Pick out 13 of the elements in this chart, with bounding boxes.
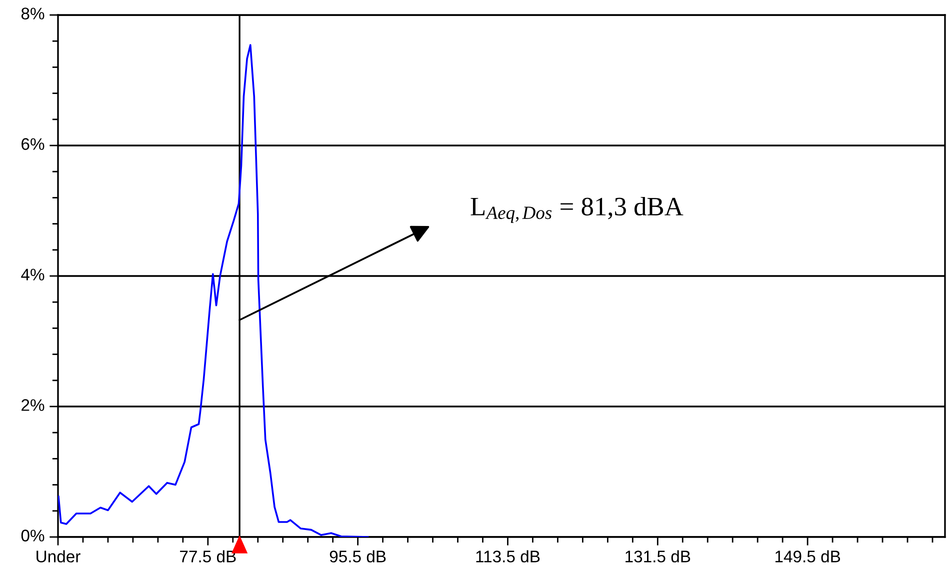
line-series [58, 44, 369, 537]
x-tick-label: 77.5 dB [180, 550, 236, 562]
y-tick-label: 8% [21, 8, 44, 20]
y-tick-label: 4% [21, 268, 44, 280]
x-tick-label: 131.5 dB [626, 550, 690, 562]
x-tick-label: 149.5 dB [775, 550, 840, 562]
annotation: L$_{Aeq,Dos}$ = 81,3 dBA [470, 196, 684, 223]
y-tick-label: 6% [22, 138, 44, 150]
x-tick-label: Under [36, 550, 80, 562]
y-tick-label: 2% [22, 399, 44, 411]
x-tick-label: 95.5 dB [330, 550, 386, 562]
y-tick-label: 0% [21, 530, 44, 542]
x-tick-label: 113.5 dB [476, 550, 540, 562]
